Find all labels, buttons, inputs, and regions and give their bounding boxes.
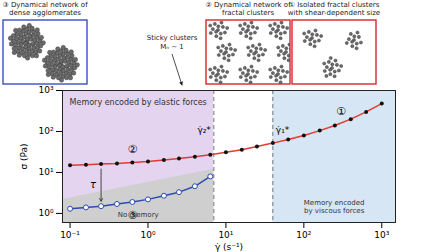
svg-text:10⁰: 10⁰ [140,230,155,240]
svg-text:10²: 10² [38,126,53,136]
svg-text:Memory encoded by elastic forc: Memory encoded by elastic forces [70,98,207,107]
svg-text:Sticky clustersMₙ ~ 1: Sticky clustersMₙ ~ 1 [147,34,198,51]
svg-text:No memory: No memory [118,211,159,219]
svg-text:10⁰: 10⁰ [38,208,53,218]
svg-text:②: ② [127,143,137,156]
svg-text:τ: τ [90,179,97,190]
svg-text:10⁻¹: 10⁻¹ [60,230,80,240]
svg-text:② Dynamical network offractal: ② Dynamical network offractal clusters [205,1,291,17]
svg-text:①: ① [336,105,346,118]
svg-text:γ̇₁*: γ̇₁* [276,125,290,135]
svg-text:③ Dynamical network ofdense ag: ③ Dynamical network ofdense agglomerates [2,1,88,17]
svg-text:10¹: 10¹ [218,230,233,240]
svg-text:10¹: 10¹ [38,167,53,177]
svg-text:① Isolated fractal clusterswit: ① Isolated fractal clusterswith shear-de… [288,1,380,17]
svg-text:10³: 10³ [38,86,53,95]
svg-text:σ (Pa): σ (Pa) [19,143,29,169]
svg-text:10²: 10² [296,230,311,240]
svg-text:γ̇₂*: γ̇₂* [197,125,211,135]
svg-text:γ̇ (s⁻¹): γ̇ (s⁻¹) [215,242,243,252]
svg-text:Memory encodedby viscous force: Memory encodedby viscous forces [304,199,365,215]
svg-text:10³: 10³ [374,230,389,240]
